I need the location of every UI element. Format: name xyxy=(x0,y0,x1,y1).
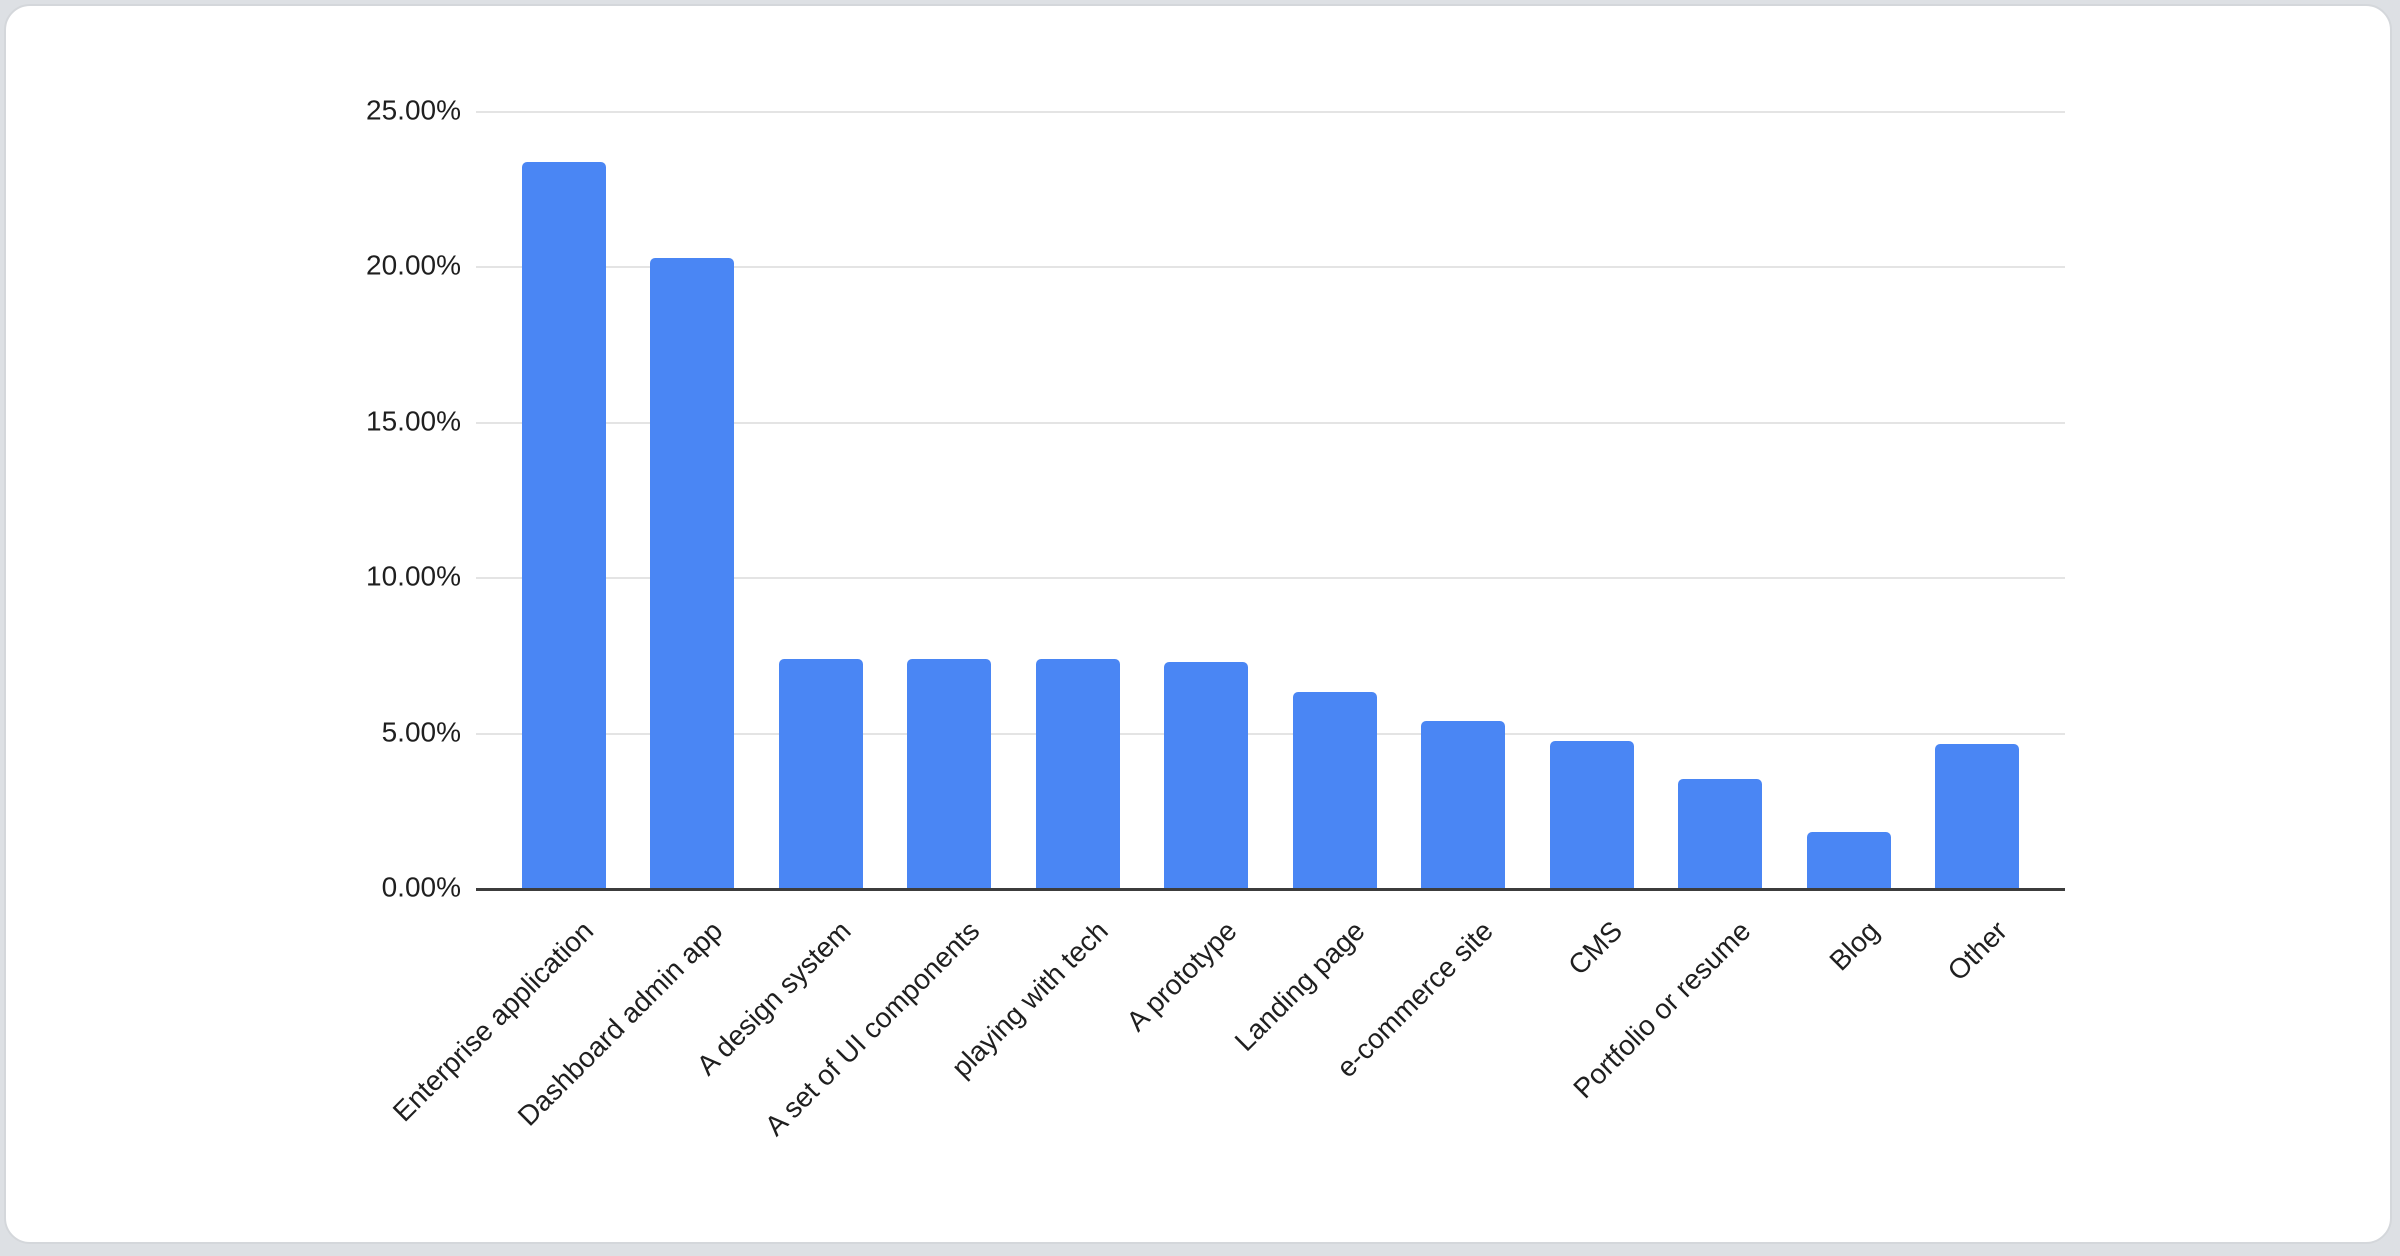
x-axis-label-a-prototype: A prototype xyxy=(1120,915,1243,1038)
y-axis-label-20-00: 20.00% xyxy=(366,250,461,282)
x-axis-label-other: Other xyxy=(1941,915,2014,987)
y-axis-label-25-00: 25.00% xyxy=(366,94,461,126)
gridline-25-00 xyxy=(476,111,2065,113)
x-axis-label-cms: CMS xyxy=(1561,915,1628,981)
gridline-0-00 xyxy=(476,888,2065,891)
y-axis-label-10-00: 10.00% xyxy=(366,560,461,592)
gridline-5-00 xyxy=(476,732,2065,735)
bar-chart-plot-area: 0.00% 5.00% 10.00% 15.00% 20.00% 25.00% Enterp… xyxy=(366,95,2065,1142)
bar-a-design-system[interactable] xyxy=(778,659,863,889)
bar-landing-page[interactable] xyxy=(1292,691,1377,889)
bar-portfolio-or-resume[interactable] xyxy=(1678,778,1763,889)
chart-card: 0.00% 5.00% 10.00% 15.00% 20.00% 25.00% Enterp… xyxy=(4,4,2392,1244)
gridline-10-00 xyxy=(476,577,2065,580)
x-axis-label-blog: Blog xyxy=(1823,915,1885,977)
bar-enterprise-application[interactable] xyxy=(521,161,606,889)
bar-e-commerce-site[interactable] xyxy=(1421,721,1506,889)
y-axis-label-0-00: 0.00% xyxy=(381,871,461,903)
gridline-20-00 xyxy=(476,266,2065,269)
bar-blog[interactable] xyxy=(1806,831,1891,889)
bar-playing-with-tech[interactable] xyxy=(1035,659,1120,889)
gridline-15-00 xyxy=(476,421,2065,424)
x-axis-label-a-set-of-ui-components: A set of UI components xyxy=(758,915,986,1142)
y-axis-label-5-00: 5.00% xyxy=(381,716,461,748)
y-axis-label-15-00: 15.00% xyxy=(366,405,461,437)
x-axis-label-landing-page: Landing page xyxy=(1228,915,1371,1057)
bar-dashboard-admin-app[interactable] xyxy=(650,258,735,889)
bar-a-set-of-ui-components[interactable] xyxy=(907,659,992,889)
bar-other[interactable] xyxy=(1935,744,2020,889)
bar-a-prototype[interactable] xyxy=(1164,662,1249,889)
bar-cms[interactable] xyxy=(1549,741,1634,889)
